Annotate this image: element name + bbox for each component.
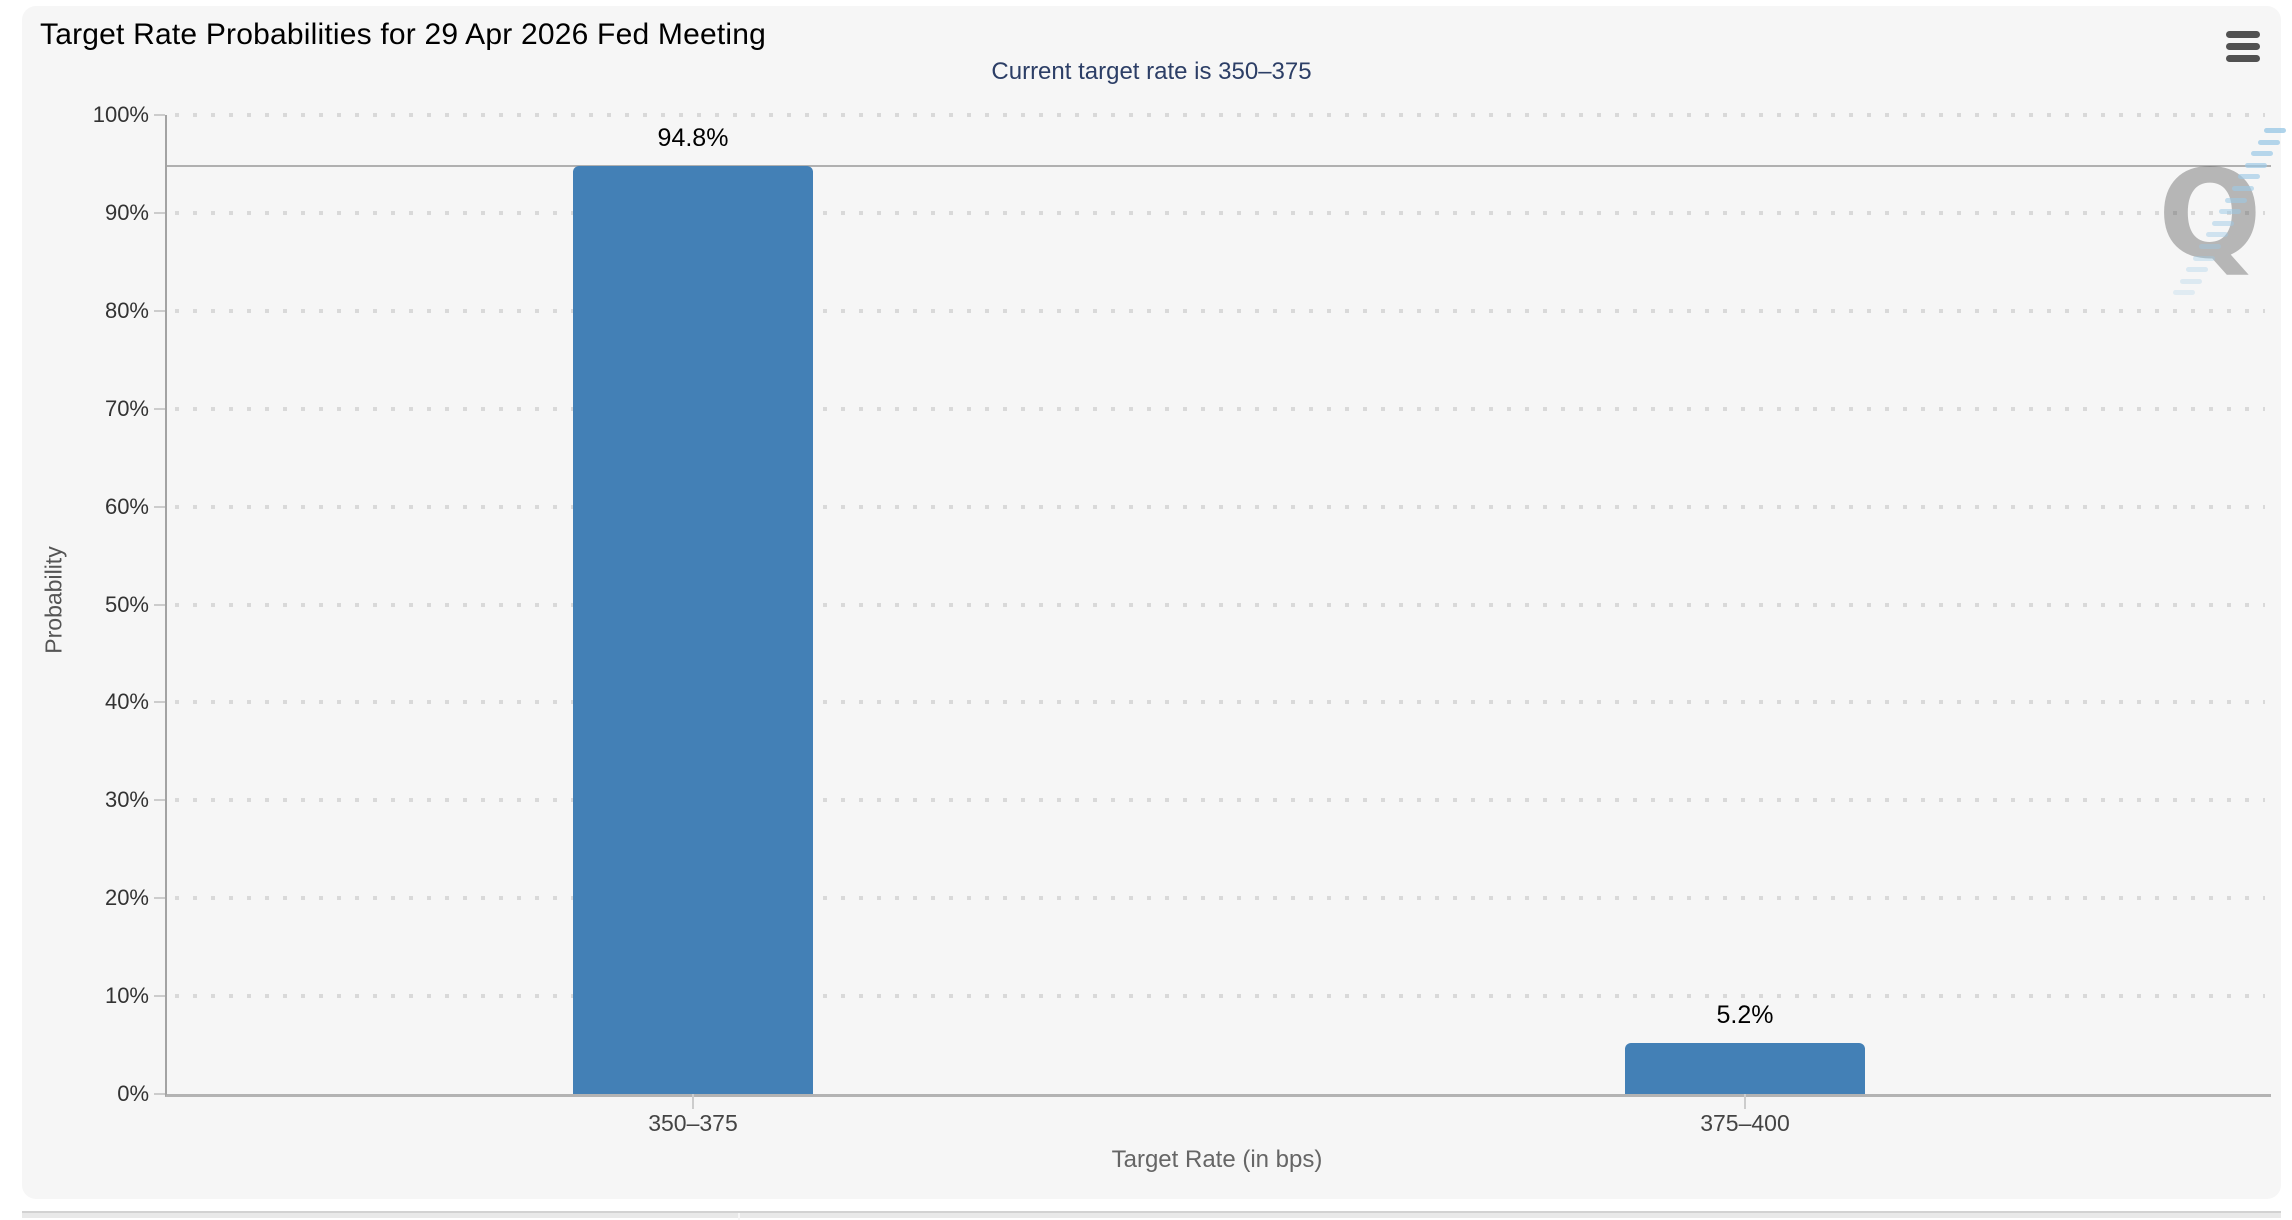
hamburger-menu-icon[interactable] [2226,28,2262,64]
y-gridline [175,994,2265,999]
y-axis-tick [154,603,165,606]
probability-bar[interactable] [573,165,813,1094]
y-axis-tick-label: 100% [92,102,149,127]
y-axis-tick-label: 20% [104,885,149,911]
y-gridline [175,896,2265,901]
y-axis-tick-label: 30% [104,787,149,813]
table-column-divider [738,1213,740,1220]
y-axis-tick-label: 0% [117,1081,149,1106]
y-axis-tick-label: 50% [104,591,149,617]
y-axis-tick [154,701,165,704]
y-axis-tick-label: 40% [104,689,149,715]
y-axis-tick [154,309,165,312]
y-axis-tick-label: 60% [104,493,149,519]
probability-bar[interactable] [1625,1043,1865,1094]
x-axis-tick-label: 350–375 [648,1110,738,1136]
x-axis-tick-label: 375–400 [1700,1110,1790,1136]
menu-bar [2226,30,2260,38]
y-axis-tick [154,505,165,508]
reference-line [167,164,2271,167]
y-axis-title: Probability [40,546,67,654]
x-axis-title: Target Rate (in bps) [1111,1146,1323,1173]
chart-title: Target Rate Probabilities for 29 Apr 202… [40,18,767,51]
y-axis-tick-label: 90% [104,199,149,225]
chart-subtitle: Current target rate is 350–375 [991,58,1312,85]
x-axis-tick [692,1094,694,1109]
x-axis-tick [1744,1094,1746,1109]
plot-area: 0% 10% 20% 30% 40% 50% 60% 70% 80% 90% 100% 94.8% 35… [93,102,2271,1136]
y-gridline [175,113,2265,117]
bar-value-label: 5.2% [1716,1001,1774,1030]
menu-bar [2226,54,2260,62]
y-axis-tick-label: 70% [104,395,149,421]
bar-value-label: 94.8% [657,123,729,152]
y-axis-tick-label: 80% [104,297,149,323]
y-axis-tick [154,799,165,802]
menu-bar [2226,42,2260,50]
y-axis-tick [154,211,165,214]
fedwatch-chart-card: Target Rate Probabilities for 29 Apr 202… [22,6,2286,1199]
y-gridline [175,504,2265,509]
y-axis-tick [154,407,165,410]
y-axis-tick-label: 10% [104,983,149,1009]
y-axis-tick [154,995,165,998]
y-axis-tick [154,114,165,116]
y-axis-tick [154,1093,165,1095]
y-gridline [175,700,2265,705]
y-gridline [175,308,2265,313]
y-gridline [175,406,2265,411]
y-gridline [175,602,2265,607]
y-gridline [175,798,2265,803]
y-gridline [175,210,2265,215]
probability-table-top-edge [22,1211,2281,1220]
y-axis-tick [154,897,165,900]
